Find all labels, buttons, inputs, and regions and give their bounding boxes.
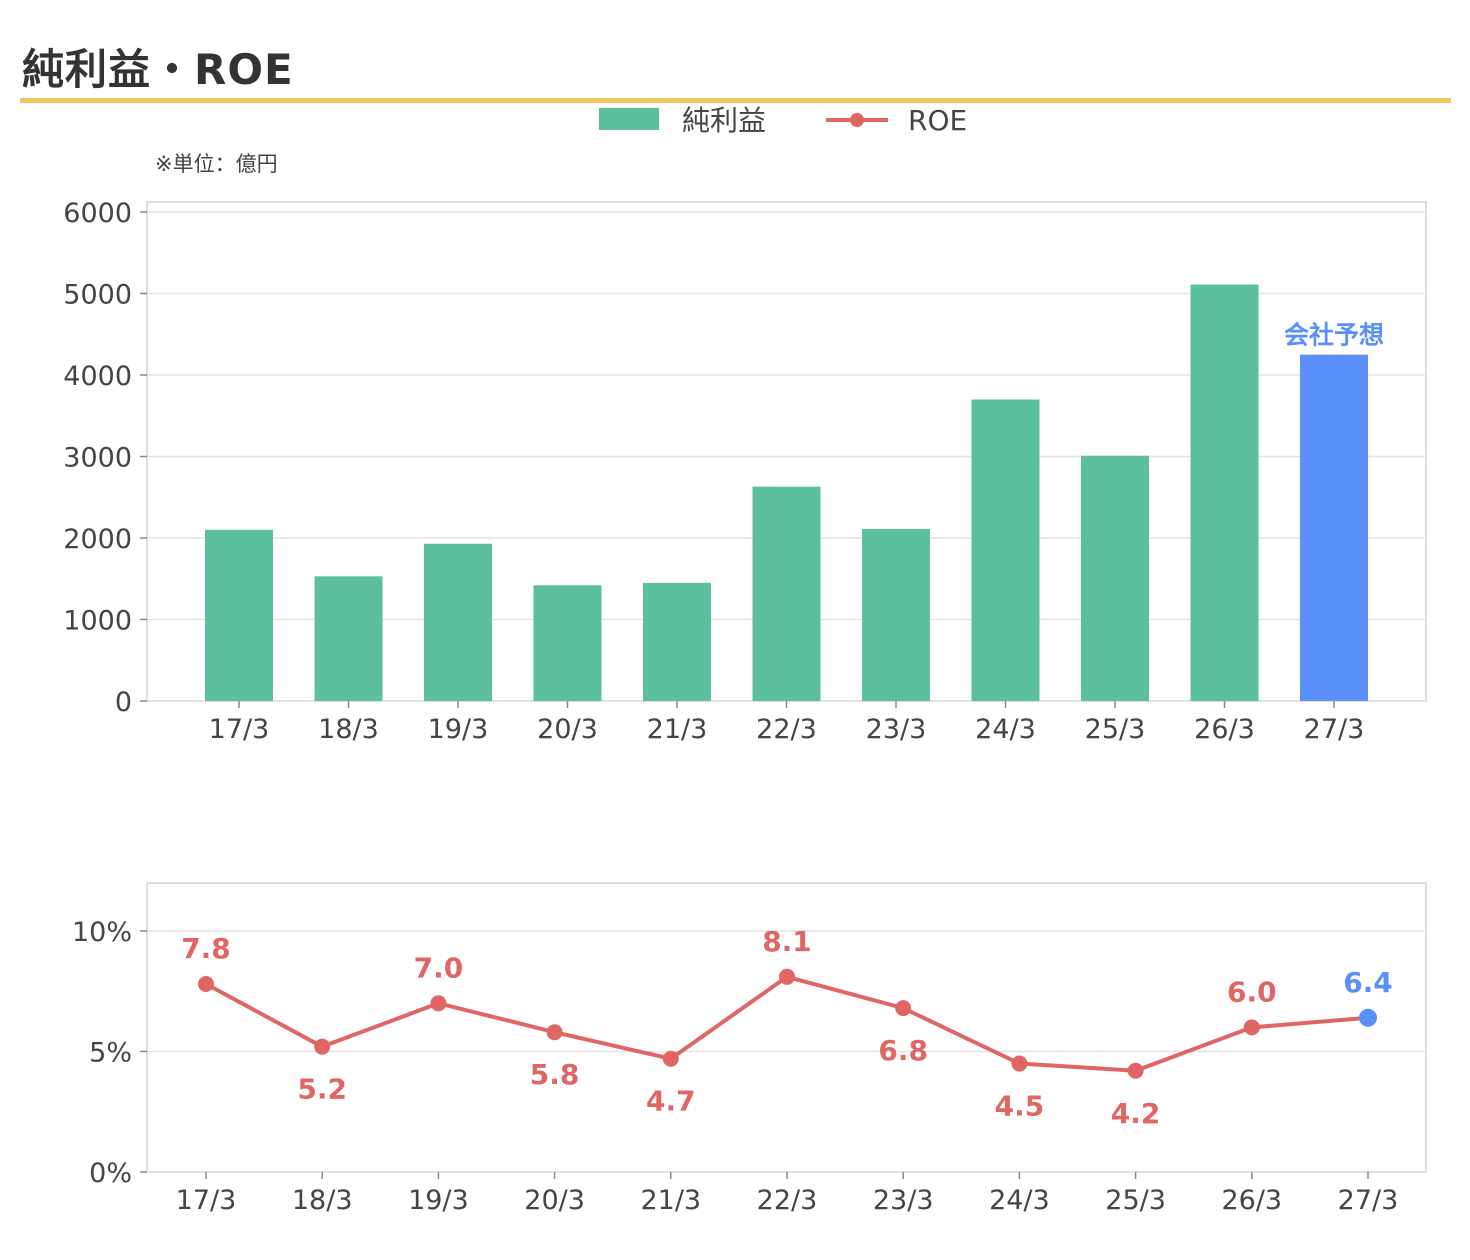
bar-y-tick-label: 6000 — [63, 198, 132, 229]
line-x-tick-label: 23/3 — [873, 1185, 934, 1216]
roe-data-label: 4.5 — [995, 1090, 1045, 1123]
bar-y-tick-label: 2000 — [63, 524, 132, 555]
bar-x-tick-label: 21/3 — [647, 714, 708, 745]
line-x-tick-label: 18/3 — [292, 1185, 353, 1216]
bar — [1081, 455, 1149, 701]
roe-point — [314, 1038, 331, 1055]
roe-point — [895, 1000, 912, 1017]
line-x-tick-label: 24/3 — [989, 1185, 1050, 1216]
line-x-tick-label: 21/3 — [640, 1185, 701, 1216]
bar-y-tick-label: 1000 — [63, 606, 132, 637]
legend-marker-roe — [850, 113, 864, 127]
bar-x-tick-label: 19/3 — [428, 714, 489, 745]
bar-y-tick-label: 5000 — [63, 280, 132, 311]
chart-title: 純利益・ROE — [22, 45, 294, 94]
line-x-tick-label: 25/3 — [1105, 1185, 1166, 1216]
roe-data-label: 7.8 — [181, 932, 231, 965]
bar — [862, 529, 930, 701]
bar — [752, 486, 821, 701]
bar-x-tick-label: 17/3 — [209, 714, 270, 745]
bar-x-tick-label: 22/3 — [756, 714, 817, 745]
line-y-tick-label: 10% — [72, 917, 132, 948]
legend-swatch-net-income — [599, 108, 659, 130]
bar-x-tick-label: 24/3 — [975, 714, 1036, 745]
legend-label-roe: ROE — [908, 104, 967, 137]
bar — [205, 529, 273, 701]
title-underline — [20, 98, 1451, 103]
bar — [1190, 284, 1259, 701]
roe-point — [662, 1050, 679, 1067]
bar-y-tick-label: 3000 — [63, 443, 132, 474]
bar-x-tick-label: 18/3 — [318, 714, 379, 745]
bar — [314, 576, 383, 701]
line-x-tick-label: 17/3 — [176, 1185, 237, 1216]
line-x-tick-label: 19/3 — [408, 1185, 469, 1216]
line-x-tick-label: 27/3 — [1338, 1185, 1399, 1216]
bar-x-tick-label: 20/3 — [537, 714, 598, 745]
net-income-bar-chart: 0 1000 2000 3000 4000 5000 6000 17/3 18/3 19/3 20/… — [63, 198, 1427, 745]
line-x-tick-label: 20/3 — [524, 1185, 585, 1216]
line-y-tick-label: 0% — [89, 1158, 132, 1189]
roe-point — [430, 995, 447, 1012]
line-y-tick-label: 5% — [89, 1038, 132, 1069]
roe-point — [546, 1024, 563, 1041]
bar-x-tick-label: 26/3 — [1194, 714, 1255, 745]
roe-point — [779, 968, 795, 985]
roe-data-label: 4.2 — [1111, 1097, 1161, 1130]
roe-data-label: 6.8 — [878, 1034, 928, 1067]
bar-y-tick-label: 0 — [115, 687, 132, 718]
bar — [533, 585, 602, 701]
bar-x-tick-label: 25/3 — [1085, 714, 1146, 745]
line-x-tick-label: 22/3 — [757, 1185, 818, 1216]
roe-point-forecast — [1359, 1008, 1377, 1027]
bar-y-tick-label: 4000 — [63, 361, 132, 392]
bar-x-tick-label: 23/3 — [866, 714, 927, 745]
bar-x-tick-label: 27/3 — [1304, 714, 1365, 745]
roe-point — [1127, 1062, 1144, 1079]
roe-data-label: 6.0 — [1227, 975, 1277, 1008]
roe-data-label: 8.1 — [762, 925, 812, 958]
line-x-tick-label: 26/3 — [1221, 1185, 1282, 1216]
roe-line — [205, 974, 1369, 1073]
bar — [643, 582, 711, 701]
bar-forecast — [1300, 354, 1368, 701]
roe-point — [1011, 1055, 1028, 1072]
roe-point — [198, 976, 214, 993]
legend: 純利益 ROE — [599, 104, 967, 137]
roe-data-label: 7.0 — [414, 951, 464, 984]
roe-point — [1243, 1019, 1260, 1036]
unit-note: ※単位：億円 — [155, 152, 278, 176]
bar — [424, 543, 492, 701]
legend-label-net-income: 純利益 — [682, 104, 766, 137]
bar — [971, 399, 1040, 701]
roe-data-label: 6.4 — [1343, 966, 1393, 999]
roe-data-label: 4.7 — [646, 1085, 696, 1118]
roe-line-chart: 0% 5% 10% 7.8 17/3 5.2 18/3 7.0 19/3 5.8 20/3 4.7 21… — [72, 882, 1427, 1216]
forecast-label: 会社予想 — [1284, 321, 1384, 350]
roe-data-label: 5.8 — [530, 1058, 580, 1091]
roe-data-label: 5.2 — [297, 1073, 347, 1106]
